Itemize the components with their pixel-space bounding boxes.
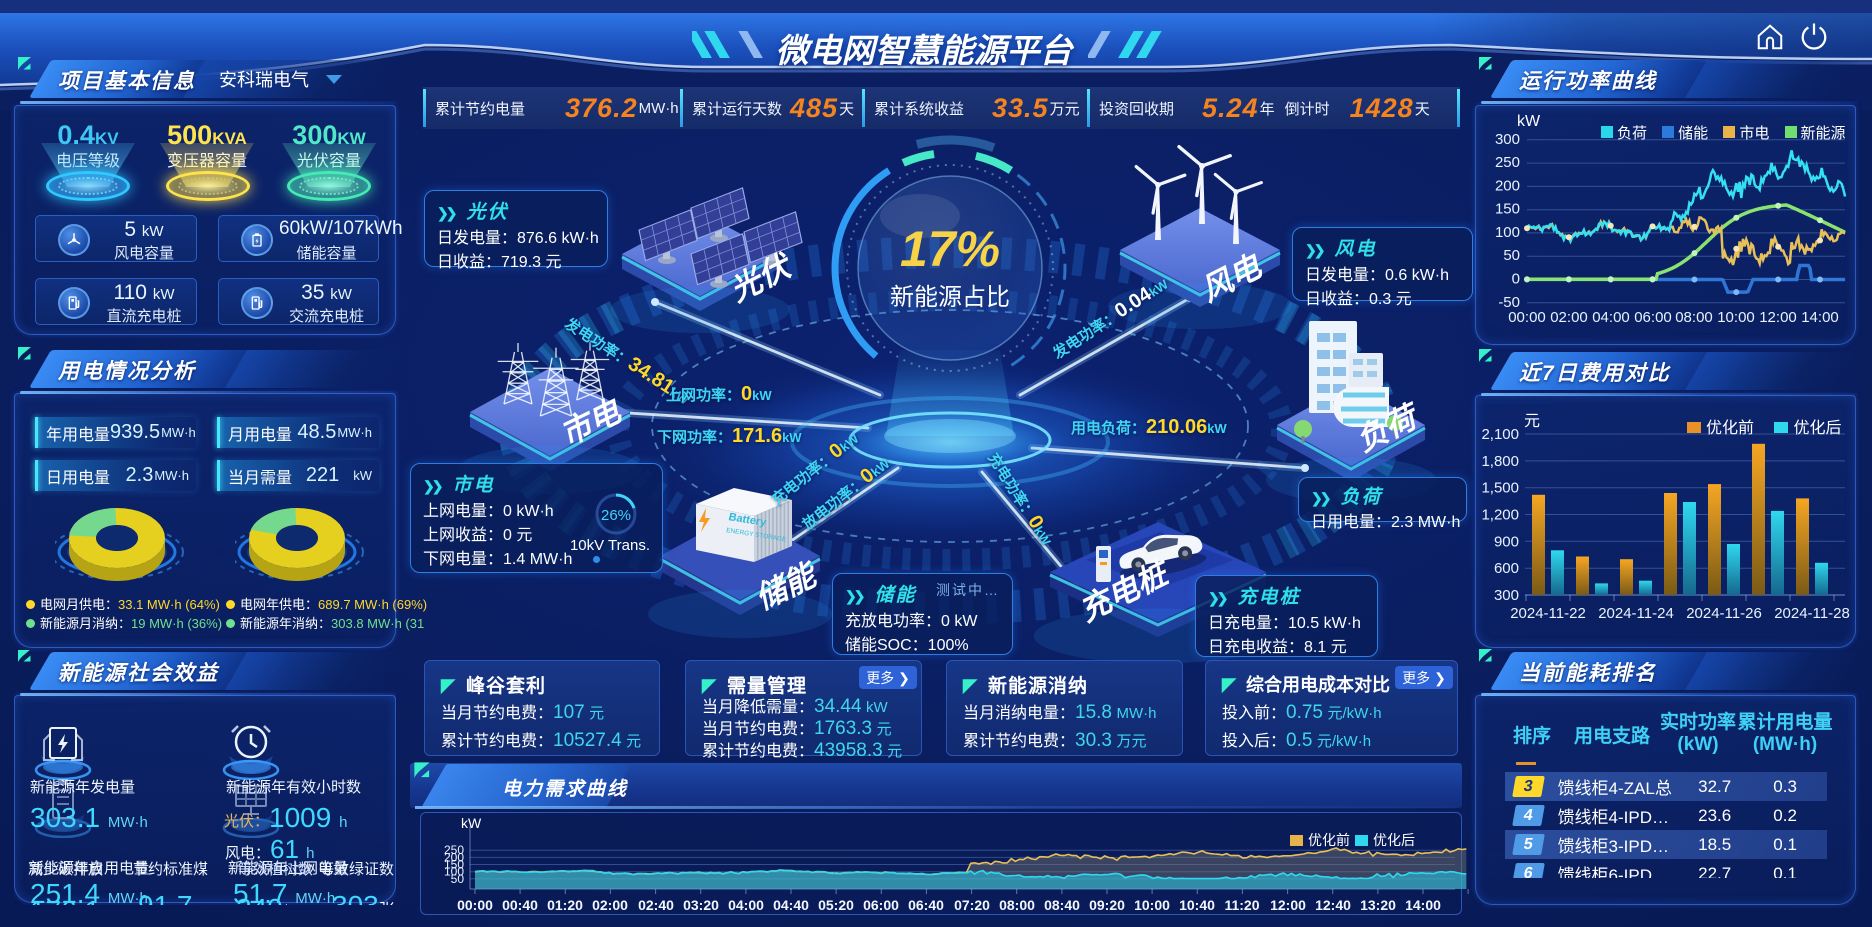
svg-text:12:00: 12:00 xyxy=(1759,309,1797,326)
svg-text:1,200: 1,200 xyxy=(1481,507,1519,524)
svg-text:300: 300 xyxy=(1494,587,1519,604)
svg-text:200: 200 xyxy=(1495,177,1520,194)
svg-text:17%: 17% xyxy=(900,221,1000,277)
svg-text:2024-11-24: 2024-11-24 xyxy=(1598,605,1674,622)
svg-text:-50: -50 xyxy=(1498,294,1520,311)
svg-text:10:00: 10:00 xyxy=(1717,309,1755,326)
svg-text:2024-11-26: 2024-11-26 xyxy=(1686,605,1762,622)
svg-text:14:00: 14:00 xyxy=(1801,309,1839,326)
svg-text:00:00: 00:00 xyxy=(1508,309,1546,326)
svg-text:08:00: 08:00 xyxy=(1675,309,1713,326)
svg-text:02:00: 02:00 xyxy=(1550,309,1588,326)
svg-text:04:00: 04:00 xyxy=(1592,309,1630,326)
svg-text:1,500: 1,500 xyxy=(1481,480,1519,497)
svg-text:300: 300 xyxy=(1495,131,1520,148)
svg-text:600: 600 xyxy=(1494,560,1519,577)
svg-text:06:00: 06:00 xyxy=(1634,309,1672,326)
svg-text:Battery: Battery xyxy=(727,511,768,529)
svg-text:1,800: 1,800 xyxy=(1481,453,1519,470)
svg-text:26%: 26% xyxy=(601,507,631,524)
svg-text:2024-11-22: 2024-11-22 xyxy=(1510,605,1586,622)
svg-text:250: 250 xyxy=(1495,154,1520,171)
svg-text:50: 50 xyxy=(1503,247,1520,264)
svg-text:0: 0 xyxy=(1512,271,1520,288)
svg-text:新能源占比: 新能源占比 xyxy=(890,284,1010,311)
svg-text:900: 900 xyxy=(1494,533,1519,550)
svg-text:100: 100 xyxy=(1495,224,1520,241)
svg-text:150: 150 xyxy=(1495,201,1520,218)
svg-text:2,100: 2,100 xyxy=(1481,426,1519,443)
svg-text:2024-11-28: 2024-11-28 xyxy=(1774,605,1850,622)
